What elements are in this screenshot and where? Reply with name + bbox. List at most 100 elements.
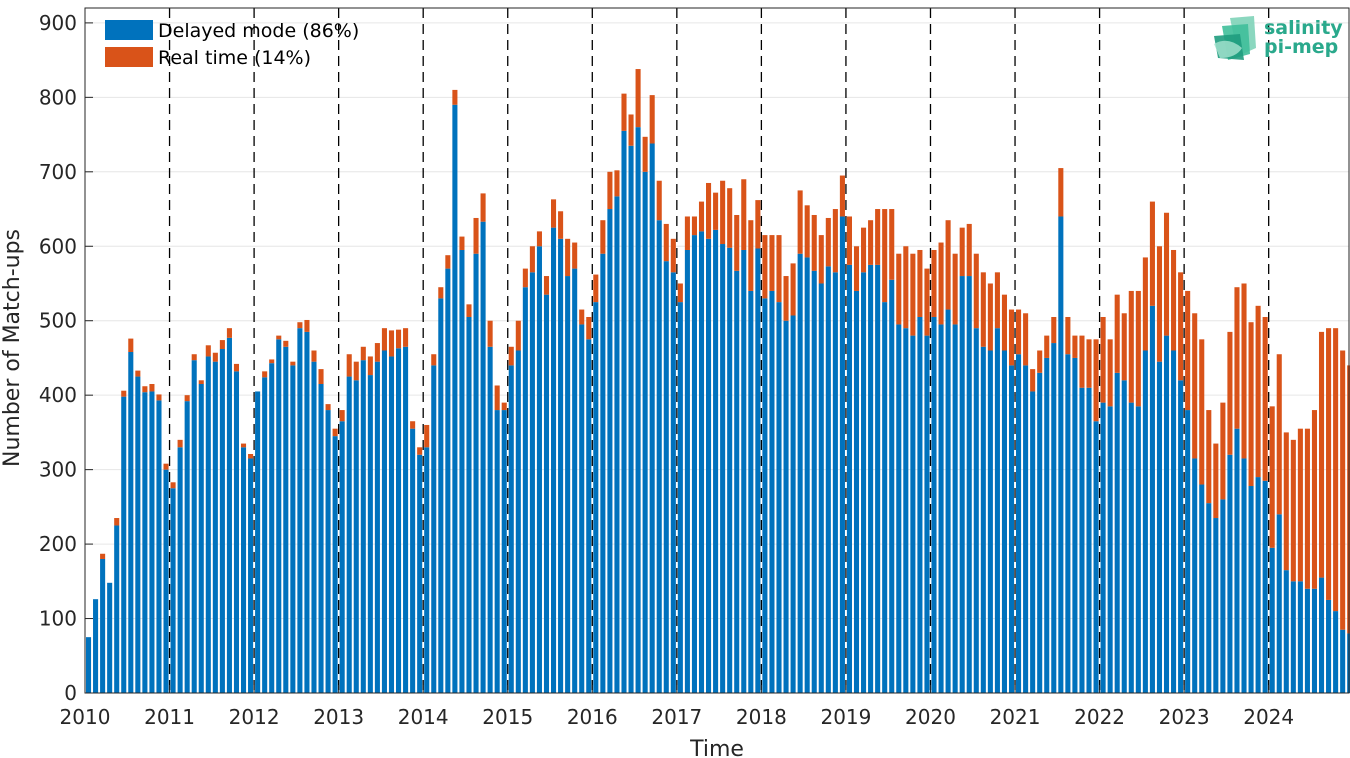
bar-delayed [522,287,528,693]
bar-delayed [388,356,395,693]
bar-delayed [198,384,204,693]
bar-realtime [966,223,972,277]
bar-realtime [529,246,535,273]
bar-realtime [360,346,366,361]
bar-delayed [325,410,331,693]
bar-delayed [698,231,705,693]
bar-realtime [473,217,479,254]
bar-delayed [670,272,676,693]
bar-realtime [1234,287,1240,429]
bar-delayed [501,410,507,693]
bar-realtime [1001,294,1008,351]
bar-delayed [861,272,867,693]
bar-realtime [607,171,613,210]
bar-realtime [381,328,387,351]
bar-realtime [149,384,155,392]
bar-realtime [938,242,944,325]
bar-delayed [431,365,437,693]
bar-delayed [304,331,310,693]
bar-delayed [248,458,254,693]
bar-realtime [1065,316,1071,355]
x-tick-label: 2016 [567,705,618,729]
x-tick-label: 2020 [905,705,956,729]
bar-delayed [924,335,930,693]
bar-delayed [1234,428,1240,693]
bar-realtime [670,238,676,273]
bar-delayed [600,253,606,693]
bar-realtime [480,193,486,222]
legend-label-realtime: Real time (14%) [158,47,311,69]
bar-realtime [233,363,240,372]
bar-realtime [1135,290,1141,407]
bar-delayed [445,268,451,693]
bar-delayed [1241,458,1247,693]
bar-delayed [1008,365,1015,693]
bar-realtime [1171,249,1177,351]
bar-realtime [832,209,838,273]
bar-realtime [889,209,895,280]
bar-delayed [255,391,261,693]
bar-delayed [163,469,169,693]
bar-delayed [607,209,613,694]
bar-delayed [748,290,754,693]
bar-realtime [311,350,317,362]
bar-delayed [1121,380,1127,693]
bar-realtime [748,220,754,291]
bar-realtime [1213,443,1219,519]
bar-realtime [1008,309,1015,366]
bar-delayed [713,229,719,693]
bar-realtime [727,188,733,248]
bar-realtime [586,316,592,340]
bar-delayed [1297,581,1303,693]
bar-delayed [1178,380,1184,693]
bar-delayed [818,283,824,693]
bar-delayed [1163,335,1170,693]
bar-delayed [614,196,620,693]
bar-realtime [825,217,831,267]
bar-realtime [184,395,190,402]
bar-realtime [508,346,514,366]
bar-delayed [1072,357,1078,693]
bar-realtime [156,394,162,401]
bar-realtime [1149,201,1155,306]
bar-delayed [1283,570,1289,693]
logo-line-2: pi-mep [1264,36,1338,58]
bar-delayed [339,421,345,693]
bar-delayed [628,145,634,693]
bar-realtime [276,335,282,340]
bar-delayed [938,324,944,693]
bar-realtime [459,236,465,250]
bar-delayed [1255,477,1261,693]
bar-realtime [367,356,373,376]
bar-delayed [1107,406,1113,693]
bar-realtime [1297,428,1303,582]
bar-delayed [346,376,352,693]
bar-delayed [121,396,127,693]
bar-delayed [656,220,662,693]
bar-delayed [177,447,183,693]
bar-realtime [924,268,930,336]
bar-delayed [381,350,387,693]
bar-delayed [1100,402,1106,693]
bar-delayed [706,238,712,693]
bar-delayed [642,171,648,694]
bar-realtime [1037,350,1043,373]
bar-delayed [1065,354,1071,693]
bar-delayed [839,216,845,693]
bar-delayed [804,257,810,693]
bar-delayed [1171,350,1177,693]
bar-realtime [713,192,719,230]
bar-delayed [586,339,592,693]
bar-delayed [825,266,831,693]
bar-delayed [1290,581,1296,693]
bar-delayed [896,324,902,693]
bar-delayed [100,558,106,693]
bar-realtime [410,421,416,429]
bar-delayed [621,130,627,693]
bar-realtime [853,246,860,291]
bar-delayed [452,104,458,694]
bar-delayed [755,248,761,693]
bars-group [85,69,1350,694]
bar-realtime [790,263,796,316]
bar-realtime [269,359,275,364]
